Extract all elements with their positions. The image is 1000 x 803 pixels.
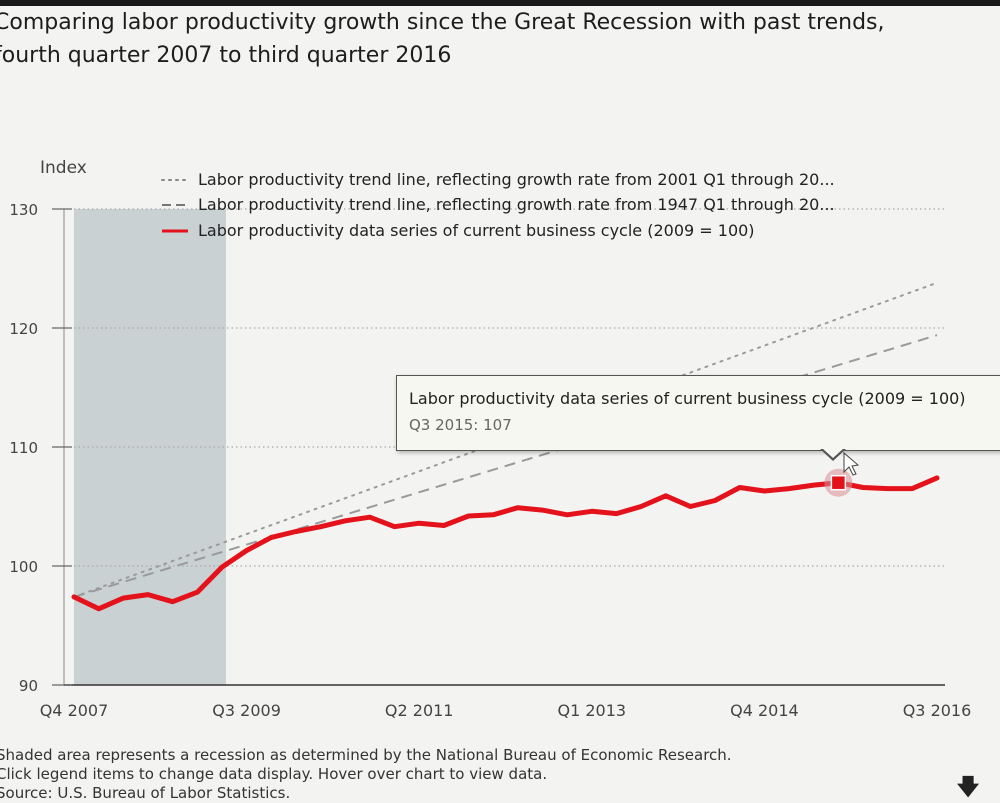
chart-footer: Shaded area represents a recession as de… (0, 746, 996, 803)
y-tick-label: 90 (19, 677, 38, 695)
chart-tooltip: Labor productivity data series of curren… (396, 375, 1000, 451)
x-tick-label: Q2 2011 (385, 701, 454, 720)
highlight-marker (830, 474, 847, 491)
top-bar (0, 0, 1000, 6)
legend-item-label[interactable]: Labor productivity trend line, reflectin… (198, 195, 835, 214)
down-arrow-icon[interactable]: 🡇 (956, 775, 980, 800)
tooltip-pointer-fill (822, 448, 844, 458)
x-tick-label: Q3 2016 (903, 701, 972, 720)
productivity-series-line (71, 475, 940, 612)
y-tick-label: 110 (9, 439, 38, 457)
trend-line-2001 (73, 281, 938, 598)
x-tick-label: Q4 2014 (730, 701, 799, 720)
tooltip-value: Q3 2015: 107 (409, 416, 512, 434)
x-tick-label: Q4 2007 (40, 701, 109, 720)
interaction-note: Click legend items to change data displa… (0, 765, 548, 783)
recession-note: Shaded area represents a recession as de… (0, 746, 732, 764)
y-tick-label: 100 (9, 558, 38, 576)
x-tick-label: Q1 2013 (558, 701, 627, 720)
mouse-pointer-icon (843, 451, 860, 476)
y-axis-label: Index (40, 158, 87, 178)
tooltip-title: Labor productivity data series of curren… (409, 389, 966, 408)
chart-title: Comparing labor productivity growth sinc… (0, 10, 885, 68)
x-tick-label: Q3 2009 (212, 701, 281, 720)
y-tick-label: 120 (9, 320, 38, 338)
source-note: Source: U.S. Bureau of Labor Statistics. (0, 784, 291, 802)
trend-line-1947 (73, 334, 938, 598)
y-tick-label: 130 (9, 201, 38, 219)
legend-item-label[interactable]: Labor productivity data series of curren… (198, 221, 755, 240)
legend-item-label[interactable]: Labor productivity trend line, reflectin… (198, 170, 835, 189)
